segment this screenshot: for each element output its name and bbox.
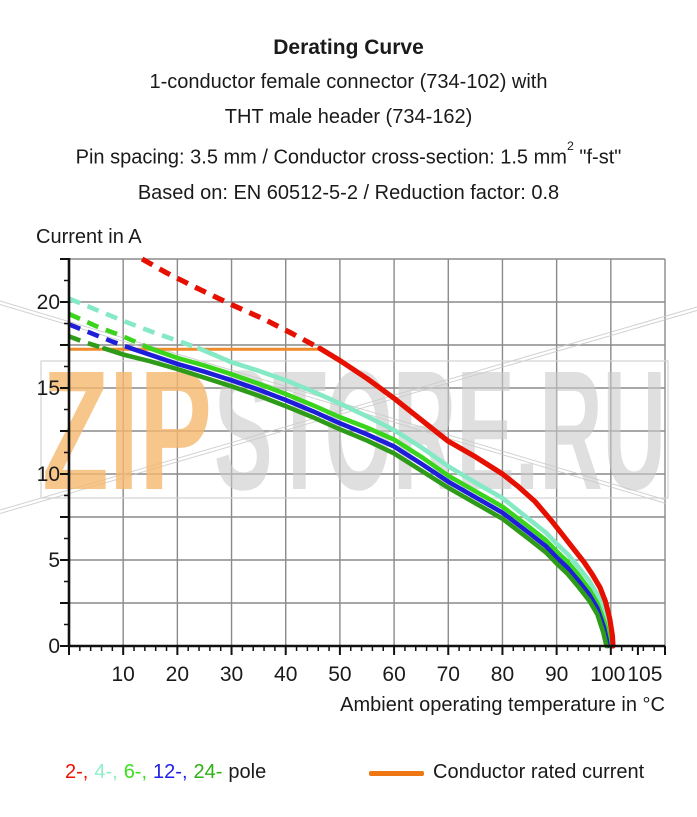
x-tick-label: 30 [220,663,243,686]
legend-pole-suffix: pole [228,761,267,783]
rated-current-swatch [369,771,424,776]
y-tick-label: 5 [48,549,60,572]
fst-text: "f-st" [573,146,622,169]
title-block: Derating Curve 1-conductor female connec… [0,30,697,211]
x-tick-label: 80 [491,663,514,686]
legend-pole-6: 6-, [123,761,148,783]
curve-4-pole-dashed [68,296,200,351]
legend-pole-12: 12-, [153,761,188,783]
x-tick-label: 60 [382,663,405,686]
watermark-swoosh-line [0,310,697,514]
y-tick-label: 10 [37,463,60,486]
legend-pole-24: 24- [193,761,223,783]
x-tick-label: 40 [274,663,297,686]
title-line-connector: 1-conductor female connector (734-102) w… [149,71,548,93]
pin-spacing-text: Pin spacing: 3.5 mm / Conductor cross-se… [75,146,567,169]
curve-6-pole [148,346,612,649]
y-tick-label: 15 [37,377,60,400]
curve-2-pole-dashed [140,256,322,351]
curve-12-pole-dashed [68,322,133,351]
curve-4-pole [196,346,614,649]
y-axis-title: Current in A [36,226,142,248]
chart-title: Derating Curve [273,36,424,59]
x-tick-label: 100 [590,663,625,686]
x-axis-title: Ambient operating temperature in °C [340,694,665,716]
curve-24-pole-dashed [68,334,105,351]
rated-current-label: Conductor rated current [433,761,645,783]
legend-pole-list: 2-, 4-, 6-, 12-, 24- pole [65,761,266,784]
legend-pole-2: 2-, [65,761,89,783]
title-line-header: THT male header (734-162) [224,106,473,128]
x-tick-label: 90 [545,663,568,686]
watermark-store-ru: STORE.RU [214,336,666,526]
x-tick-label: 50 [328,663,351,686]
watermark-swoosh-line [0,304,667,504]
title-line-pin-spacing: Pin spacing: 3.5 mm / Conductor cross-se… [0,135,697,176]
x-tick-label: 20 [166,663,189,686]
watermark-box [40,360,669,499]
x-tick-label: 70 [437,663,460,686]
curve-12-pole [129,346,610,649]
y-tick-label: 0 [48,635,60,658]
x-tick-label: 10 [112,663,135,686]
x-tick-label: 105 [627,663,662,686]
y-tick-label: 20 [37,291,60,314]
title-line-standard: Based on: EN 60512-5-2 / Reduction facto… [137,181,560,204]
legend-pole-4: 4-, [94,761,118,783]
curve-2-pole [317,345,616,649]
curve-6-pole-dashed [68,311,152,351]
curve-24-pole [101,346,609,649]
superscript-2: 2 [566,139,574,154]
